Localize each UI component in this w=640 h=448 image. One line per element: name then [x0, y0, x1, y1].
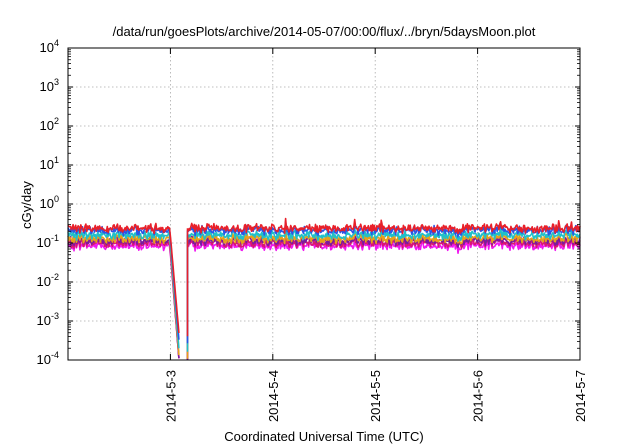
- y-tick-label: 101: [40, 155, 59, 172]
- y-tick-label: 10-4: [37, 350, 59, 367]
- x-tick-label: 2014-5-3: [163, 370, 178, 422]
- y-axis: 10-4 10-3 10-2 10-1 100 101 102 103 104: [37, 38, 580, 367]
- y-tick-label: 10-2: [37, 272, 59, 289]
- y-tick-label: 104: [40, 38, 59, 55]
- x-tick-label: 2014-5-7: [573, 370, 588, 422]
- x-tick-label: 2014-5-4: [266, 370, 281, 422]
- x-axis-label: Coordinated Universal Time (UTC): [224, 429, 423, 444]
- series-line: [67, 217, 581, 337]
- data-series: [67, 217, 581, 360]
- y-axis-label: cGy/day: [19, 181, 34, 229]
- y-tick-label: 10-3: [37, 311, 59, 328]
- x-axis: 2014-5-3 2014-5-4 2014-5-5 2014-5-6 2014-5-7: [163, 48, 588, 422]
- series-line: [67, 234, 581, 360]
- y-tick-label: 100: [40, 194, 59, 211]
- grid-lines: [68, 48, 580, 360]
- x-tick-label: 2014-5-5: [368, 370, 383, 422]
- x-tick-label: 2014-5-6: [471, 370, 486, 422]
- chart-title: /data/run/goesPlots/archive/2014-05-07/0…: [113, 24, 536, 39]
- series-line: [67, 230, 581, 360]
- y-tick-label: 10-1: [37, 233, 59, 250]
- series-line: [67, 229, 581, 359]
- series-line: [67, 232, 581, 360]
- y-tick-label: 103: [40, 77, 59, 94]
- y-tick-label: 102: [40, 116, 59, 133]
